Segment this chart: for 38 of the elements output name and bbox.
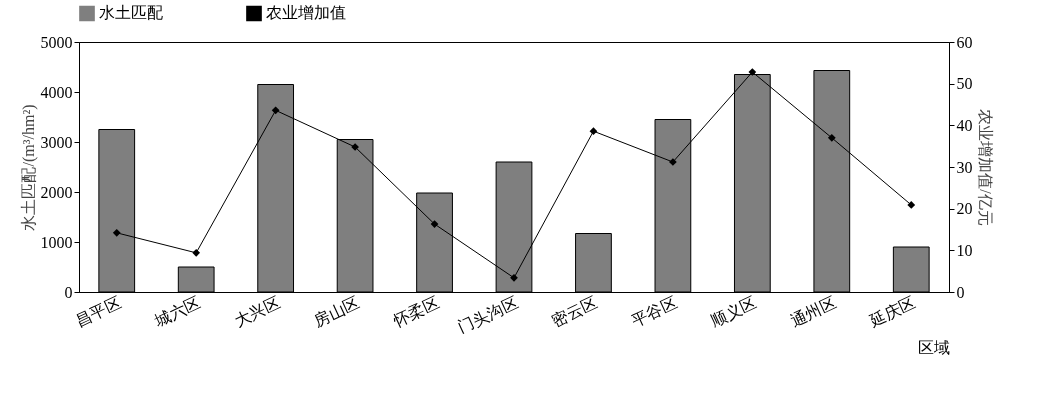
point: [827, 133, 836, 142]
point: [589, 127, 598, 136]
x-tick-label: 门头沟区: [455, 293, 521, 337]
y2-tick-label: 10: [956, 241, 973, 259]
y2-tick-label: 50: [956, 75, 973, 93]
y-tick-label: 3000: [40, 133, 73, 151]
y-axis-title: 水土匹配/(m³/hm²): [19, 104, 38, 231]
x-tick-label: 平谷区: [628, 293, 680, 330]
x-tick-label: 延庆区: [866, 293, 919, 330]
point: [271, 106, 280, 115]
y2-tick-label: 20: [956, 200, 973, 218]
y2-axis-title: 农业增加值/亿元: [976, 109, 994, 226]
point: [192, 248, 201, 257]
x-axis-title: 区域: [917, 339, 950, 357]
x-tick-label: 密云区: [549, 293, 601, 330]
y-tick-label: 1000: [40, 233, 73, 251]
y2-tick-label: 0: [956, 283, 965, 301]
point: [907, 201, 916, 209]
point: [112, 228, 121, 237]
y-tick-label: 5000: [40, 33, 73, 51]
y2-tick-label: 60: [956, 33, 973, 51]
x-tick-label: 房山区: [311, 293, 362, 330]
legend-label: 农业增加值: [266, 4, 346, 22]
y-tick-label: 2000: [40, 183, 73, 201]
x-tick-label: 顺义区: [708, 293, 760, 330]
point: [510, 273, 518, 282]
x-tick-label: 城六区: [151, 293, 203, 330]
y-tick-label: 0: [64, 283, 73, 301]
y2-tick-label: 30: [956, 158, 973, 176]
x-tick-label: 昌平区: [72, 293, 124, 330]
x-tick-label: 怀柔区: [389, 293, 442, 330]
y2-tick-label: 40: [956, 116, 973, 134]
point: [430, 220, 439, 228]
x-tick-label: 通州区: [787, 293, 839, 330]
point: [748, 68, 757, 76]
legend-label: 水土匹配: [99, 4, 163, 22]
y-tick-label: 4000: [40, 83, 73, 101]
x-tick-label: 大兴区: [231, 293, 283, 330]
